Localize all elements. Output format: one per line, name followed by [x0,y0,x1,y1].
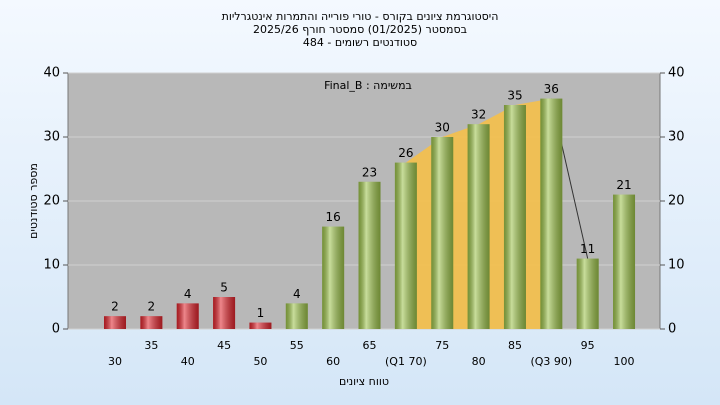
bar-shine [213,297,236,329]
x-tick-label: 30 [108,355,122,368]
y-tick-label: 40 [43,66,60,81]
y2-tick-label: 30 [668,130,685,145]
x-axis-label: טווח ציונים [339,375,389,388]
y-axis-label: מספר סטודנטים [27,163,40,239]
x-tick-label: 50 [253,355,267,368]
value-label: 35 [507,89,522,103]
x-tick-label: (Q1 70) [385,355,427,368]
value-label: 30 [435,121,450,135]
bar-shine [285,303,308,329]
chart-subtitle: 484 - סטודנטים רשומים [303,36,417,49]
value-label: 26 [398,146,413,160]
value-label: 23 [362,165,377,179]
value-label: 21 [616,178,631,192]
value-label: 5 [220,281,228,295]
y-tick-label: 10 [43,258,60,273]
bar-shine [394,162,417,329]
chart-subtitle: בסמסטר (01/2025) סמסטר חורף 2025/26 [253,23,467,36]
value-label: 2 [148,300,156,314]
x-tick-label: 60 [326,355,340,368]
value-label: 16 [326,210,341,224]
x-tick-label: 40 [181,355,195,368]
x-tick-label: 65 [363,339,377,352]
bar-shine [503,105,526,329]
bar-shine [140,316,163,329]
value-label: 32 [471,108,486,122]
x-tick-label: 55 [290,339,304,352]
chart-title: היסטוגרמת ציונים בקורס - טורי פורייה והת… [222,10,499,23]
x-tick-label: 80 [472,355,486,368]
x-tick-label: 45 [217,339,231,352]
bar-shine [176,303,199,329]
y-tick-label: 0 [52,322,60,337]
value-label: 2 [111,300,119,314]
y-tick-label: 20 [43,194,60,209]
y2-tick-label: 40 [668,66,685,81]
value-label: 4 [184,287,192,301]
bar-shine [431,137,454,329]
x-tick-label: 35 [144,339,158,352]
bar-shine [467,124,490,329]
bar-shine [576,258,599,329]
value-label: 1 [257,306,265,320]
y2-tick-label: 20 [668,194,685,209]
bar-shine [540,98,563,329]
value-label: 4 [293,287,301,301]
y-tick-label: 30 [43,130,60,145]
x-tick-label: 100 [614,355,635,368]
bar-shine [104,316,126,329]
bar-shine [249,322,272,329]
y2-tick-label: 0 [668,322,676,337]
x-tick-label: 85 [508,339,522,352]
bar-shine [322,226,345,329]
value-label: 11 [580,242,595,256]
bar-shine [613,194,636,329]
value-label: 36 [544,82,559,96]
x-tick-label: 95 [581,339,595,352]
bar-shine [358,181,381,329]
y2-tick-label: 10 [668,258,685,273]
x-tick-label: 75 [435,339,449,352]
annotation: Final_B : במשימה [324,79,412,92]
x-tick-label: (Q3 90) [530,355,572,368]
